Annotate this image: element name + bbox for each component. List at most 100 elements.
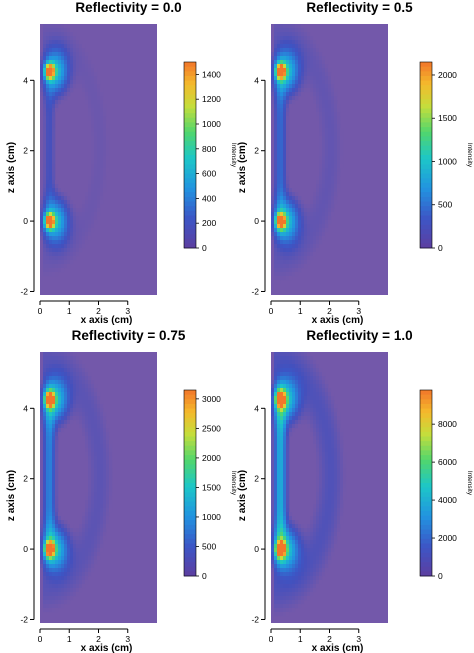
heatmap-cell [79,248,83,253]
heatmap-cell [331,176,335,181]
heatmap-cell [103,140,107,145]
heatmap-cell [316,572,320,577]
heatmap-cell [289,208,293,213]
heatmap-cell [304,564,308,569]
heatmap-cell [343,456,347,461]
heatmap-cell [52,64,56,69]
heatmap-cell [58,548,62,553]
heatmap-cell [280,36,284,41]
heatmap-cell [271,188,275,193]
heatmap-cell [310,380,314,385]
heatmap-cell [322,140,326,145]
heatmap-cell [325,88,329,93]
heatmap-cell [64,44,68,49]
heatmap-cell [277,120,281,125]
colorbar-segment [184,538,196,544]
heatmap-cell [289,404,293,409]
heatmap-cell [73,536,77,541]
heatmap-cell [304,592,308,597]
heatmap-cell [307,64,311,69]
heatmap-cell [73,40,77,45]
heatmap-cell [295,560,299,565]
heatmap-cell [304,244,308,249]
heatmap-cell [49,516,53,521]
heatmap-cell [76,36,80,41]
heatmap-cell [292,596,296,601]
heatmap-cell [295,392,299,397]
heatmap-cell [286,404,290,409]
heatmap-cell [58,424,62,429]
heatmap-cell [94,180,98,185]
heatmap-cell [316,208,320,213]
heatmap-cell [46,464,50,469]
heatmap-cell [280,540,284,545]
heatmap-cell [313,240,317,245]
heatmap-cell [316,224,320,229]
heatmap-cell [292,224,296,229]
heatmap-cell [79,384,83,389]
heatmap-cell [46,564,50,569]
heatmap-cell [100,192,104,197]
heatmap-cell [280,192,284,197]
heatmap-cell [316,192,320,197]
heatmap-cell [94,508,98,513]
heatmap-cell [325,564,329,569]
heatmap-cell [277,436,281,441]
heatmap-cell [73,356,77,361]
heatmap-cell [73,376,77,381]
heatmap-cell [79,520,83,525]
heatmap-cell [280,452,284,457]
heatmap-cell [316,80,320,85]
heatmap-cell [277,144,281,149]
heatmap-cell [286,84,290,89]
heatmap-cell [43,164,47,169]
heatmap-cell [61,56,65,61]
heatmap-cell [85,528,89,533]
heatmap-cell [319,432,323,437]
heatmap-cell [274,216,278,221]
heatmap-cell [274,400,278,405]
heatmap-cell [271,508,275,513]
heatmap-cell [55,272,59,277]
heatmap-cell [295,540,299,545]
heatmap-cell [49,256,53,261]
heatmap-cell [97,120,101,125]
heatmap-cell [85,372,89,377]
heatmap-cell [319,444,323,449]
heatmap-cell [52,128,56,133]
heatmap-cell [328,76,332,81]
heatmap-cell [43,120,47,125]
heatmap-cell [319,80,323,85]
heatmap-cell [307,380,311,385]
colorbar-segment [184,117,196,123]
heatmap-cell [316,236,320,241]
heatmap-cell [73,360,77,365]
heatmap-cell [295,60,299,65]
heatmap-cell [58,236,62,241]
heatmap-cell [313,560,317,565]
heatmap-cell [280,464,284,469]
heatmap-cell [295,192,299,197]
heatmap-cell [280,504,284,509]
heatmap-cell [280,380,284,385]
heatmap-cell [97,456,101,461]
heatmap-cell [340,476,344,481]
heatmap-cell [40,416,44,421]
heatmap-cell [58,244,62,249]
heatmap-cell [58,228,62,233]
heatmap-cell [55,188,59,193]
heatmap-cell [91,468,95,473]
heatmap-cell [40,52,44,57]
heatmap-cell [67,392,71,397]
heatmap-cell [295,204,299,209]
heatmap-cell [319,468,323,473]
heatmap-cell [88,72,92,77]
heatmap-cell [271,468,275,473]
heatmap-cell [283,24,287,29]
heatmap-cell [100,512,104,517]
heatmap-cell [319,368,323,373]
heatmap-cell [46,416,50,421]
heatmap-cell [310,204,314,209]
heatmap-cell [289,520,293,525]
heatmap-cell [40,516,44,521]
